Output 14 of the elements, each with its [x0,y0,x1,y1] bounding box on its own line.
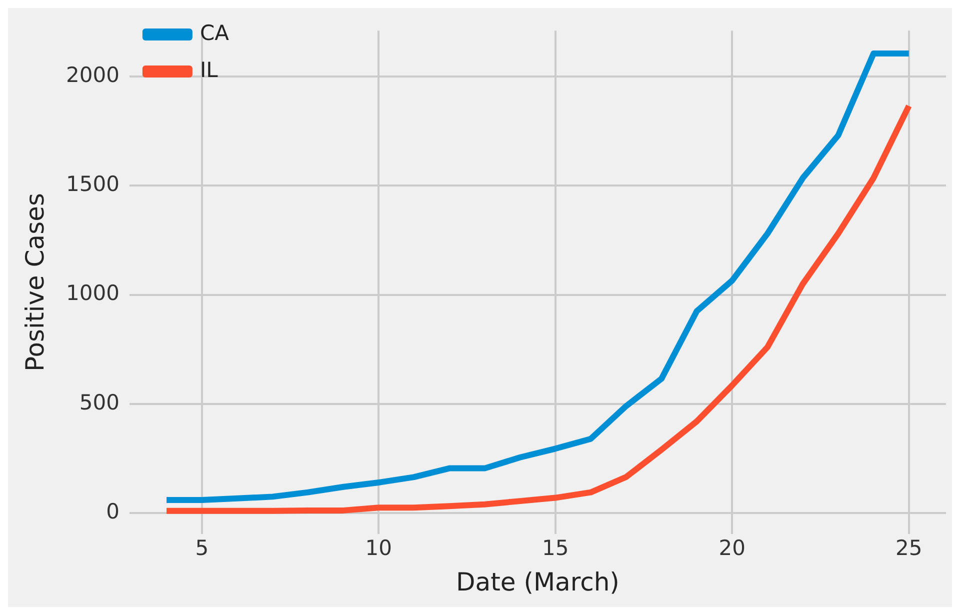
legend-label: IL [200,58,218,82]
y-tick-label: 2000 [66,62,120,87]
y-tick-label: 0 [106,500,120,524]
y-axis-title: Positive Cases [20,192,50,372]
x-tick-label: 20 [718,536,746,560]
legend-label: CA [200,20,230,45]
x-tick-label: 15 [542,536,569,560]
y-tick-label: 1500 [66,172,120,196]
x-tick-label: 25 [896,536,922,560]
y-tick-label: 1000 [66,281,120,306]
x-axis-title: Date (March) [456,568,620,596]
y-tick-label: 500 [79,390,120,414]
x-tick-label: 10 [365,536,392,560]
x-tick-label: 5 [195,536,209,560]
